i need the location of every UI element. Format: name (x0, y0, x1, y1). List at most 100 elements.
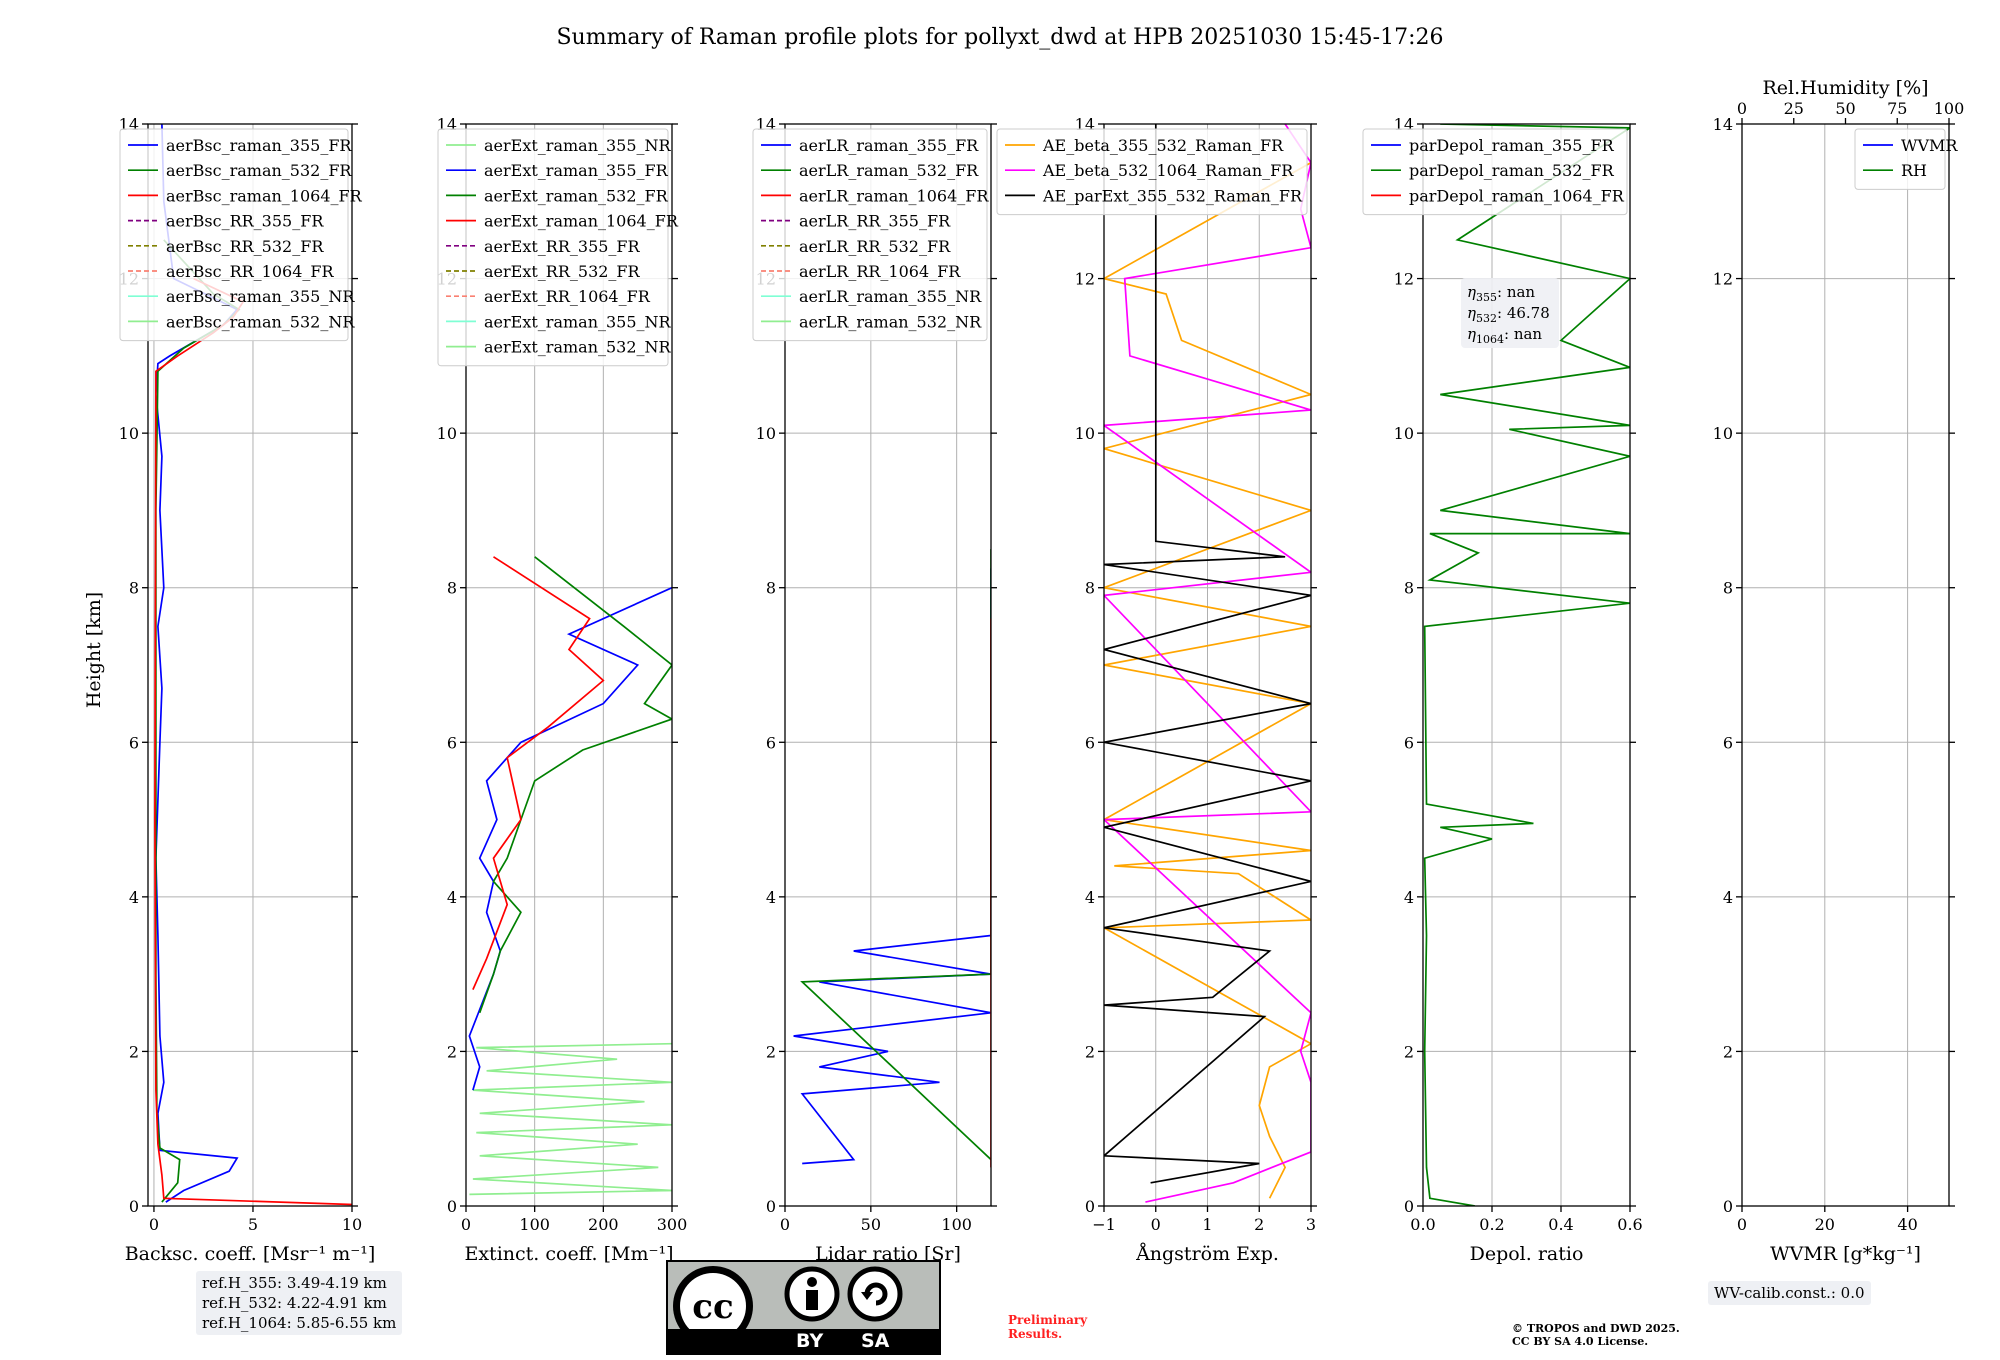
x-tick-label: 0 (149, 1215, 159, 1234)
ref-height-1064: ref.H_1064: 5.85-6.55 km (202, 1314, 397, 1332)
series-line-aerExt_raman_355_FR (468, 586, 672, 1091)
y-tick-label: 6 (1085, 733, 1095, 752)
x-tick-label: 1 (1202, 1215, 1212, 1234)
y-tick-label: 8 (129, 579, 139, 598)
legend-entry: parDepol_raman_355_FR (1409, 136, 1615, 155)
legend-entry: aerBsc_RR_355_FR (166, 212, 324, 231)
y-tick-label: 8 (1723, 579, 1733, 598)
legend-entry: aerLR_raman_532_NR (799, 312, 982, 331)
y-tick-label: 14 (1713, 115, 1733, 134)
copyright-note: © TROPOS and DWD 2025. CC BY SA 4.0 Lice… (1512, 1322, 1680, 1348)
axes-frame (1741, 123, 1950, 1207)
x-tick-label: −1 (1092, 1215, 1116, 1234)
series-line-aerLR_raman_532_FR (800, 549, 991, 1161)
eta-line: η355: nan (1467, 283, 1535, 304)
top-tick-label: 100 (1934, 99, 1965, 118)
y-tick-label: 0 (1723, 1197, 1733, 1216)
legend: parDepol_raman_355_FR parDepol_raman_532_… (1362, 128, 1628, 216)
y-tick-label: 12 (1075, 270, 1095, 289)
legend-entry: aerBsc_raman_1064_FR (166, 186, 363, 205)
legend-entry: aerExt_raman_355_FR (484, 161, 669, 180)
panel-3: 02468101214050100Lidar ratio [Sr]aerLR_r… (752, 115, 997, 1265)
y-tick-label: 4 (766, 888, 776, 907)
y-tick-label: 6 (1404, 733, 1414, 752)
series-line-aerExt_raman_355_NR (469, 1042, 672, 1196)
y-tick-label: 8 (1085, 579, 1095, 598)
eta-line: η1064: nan (1467, 325, 1542, 346)
legend-entry: AE_parExt_355_532_Raman_FR (1042, 186, 1303, 205)
panel-2: 024681012140100200300Extinct. coeff. [Mm… (437, 115, 688, 1265)
series-line-AE_beta_532_1064_Raman_FR (1104, 124, 1311, 1203)
legend-entry: aerExt_RR_355_FR (484, 237, 641, 256)
y-tick-label: 0 (766, 1197, 776, 1216)
x-tick-label: 2 (1254, 1215, 1264, 1234)
legend-entry: aerExt_raman_532_NR (484, 338, 672, 357)
y-tick-label: 0 (1085, 1197, 1095, 1216)
y-tick-label: 4 (129, 888, 139, 907)
y-tick-label: 10 (119, 424, 139, 443)
legend-entry: aerBsc_raman_532_FR (166, 161, 352, 180)
y-tick-label: 4 (1723, 888, 1733, 907)
legend-entry: aerExt_raman_532_FR (484, 186, 669, 205)
axes-frame (1103, 123, 1312, 1207)
legend-entry: aerLR_RR_355_FR (799, 212, 951, 231)
series-line-aerExt_raman_1064_FR (472, 556, 605, 990)
x-tick-label: 5 (248, 1215, 258, 1234)
preliminary-line-2: Results. (1008, 1327, 1063, 1341)
y-tick-label: 4 (447, 888, 457, 907)
legend: aerExt_raman_355_NRaerExt_raman_355_FRae… (437, 128, 679, 367)
axes-frame (784, 123, 992, 1207)
y-tick-label: 8 (447, 579, 457, 598)
legend: WVMR RH (1854, 128, 1958, 190)
top-tick-label: 25 (1784, 99, 1804, 118)
y-tick-label: 6 (447, 733, 457, 752)
series-line-aerBsc_raman_532_FR (155, 239, 241, 1203)
axes-frame (465, 123, 673, 1207)
y-tick-label: 4 (1404, 888, 1414, 907)
series-line-aerExt_raman_532_FR (478, 556, 672, 1014)
x-axis-label: WVMR [g*kg⁻¹] (1770, 1243, 1921, 1265)
y-tick-label: 10 (1394, 424, 1414, 443)
y-tick-label: 0 (1404, 1197, 1414, 1216)
legend-entry: aerBsc_RR_532_FR (166, 237, 324, 256)
legend-entry: parDepol_raman_532_FR (1409, 161, 1615, 180)
panel-1: 024681012140510Backsc. coeff. [Msr⁻¹ m⁻¹… (119, 115, 376, 1265)
legend-entry: AE_beta_355_532_Raman_FR (1042, 136, 1284, 155)
x-tick-label: 0 (461, 1215, 471, 1234)
x-tick-label: 0.4 (1548, 1215, 1573, 1234)
y-tick-label: 6 (129, 733, 139, 752)
legend: aerLR_raman_355_FR aerLR_raman_532_FR aerL… (752, 128, 989, 342)
y-tick-label: 0 (447, 1197, 457, 1216)
legend-entry: aerBsc_raman_532_NR (166, 312, 355, 331)
share-alike-icon (847, 1266, 903, 1322)
legend-entry: aerLR_raman_355_FR (799, 136, 979, 155)
y-tick-label: 8 (766, 579, 776, 598)
legend-entry: AE_beta_532_1064_Raman_FR (1042, 161, 1294, 180)
y-tick-label: 12 (1713, 270, 1733, 289)
copyright-line-1: © TROPOS and DWD 2025. (1512, 1322, 1680, 1335)
y-tick-label: 2 (1404, 1042, 1414, 1061)
preliminary-line-1: Preliminary (1008, 1313, 1088, 1327)
legend-entry: aerExt_raman_1064_FR (484, 212, 679, 231)
badge-by-label: BY (796, 1330, 824, 1352)
copyright-line-2: CC BY SA 4.0 License. (1512, 1335, 1649, 1348)
cc-license-badge: cc BY SA (666, 1260, 941, 1355)
series-line-parDepol_raman_532_FR (1423, 124, 1630, 1206)
x-tick-label: 0 (780, 1215, 790, 1234)
legend-entry: aerBsc_RR_1064_FR (166, 262, 335, 281)
x-axis-label: Depol. ratio (1470, 1243, 1584, 1265)
x-tick-label: 0.6 (1617, 1215, 1642, 1234)
ref-height-532: ref.H_532: 4.22-4.91 km (202, 1294, 387, 1312)
legend-entry: aerExt_raman_355_NR (484, 136, 672, 155)
top-tick-label: 0 (1737, 99, 1747, 118)
y-tick-label: 2 (1085, 1042, 1095, 1061)
legend-entry: aerBsc_raman_355_NR (166, 287, 355, 306)
series-line-AE_parExt_355_532_Raman_FR (1104, 124, 1311, 1184)
x-tick-label: 40 (1897, 1215, 1917, 1234)
legend-entry: aerExt_raman_355_NR (484, 312, 672, 331)
